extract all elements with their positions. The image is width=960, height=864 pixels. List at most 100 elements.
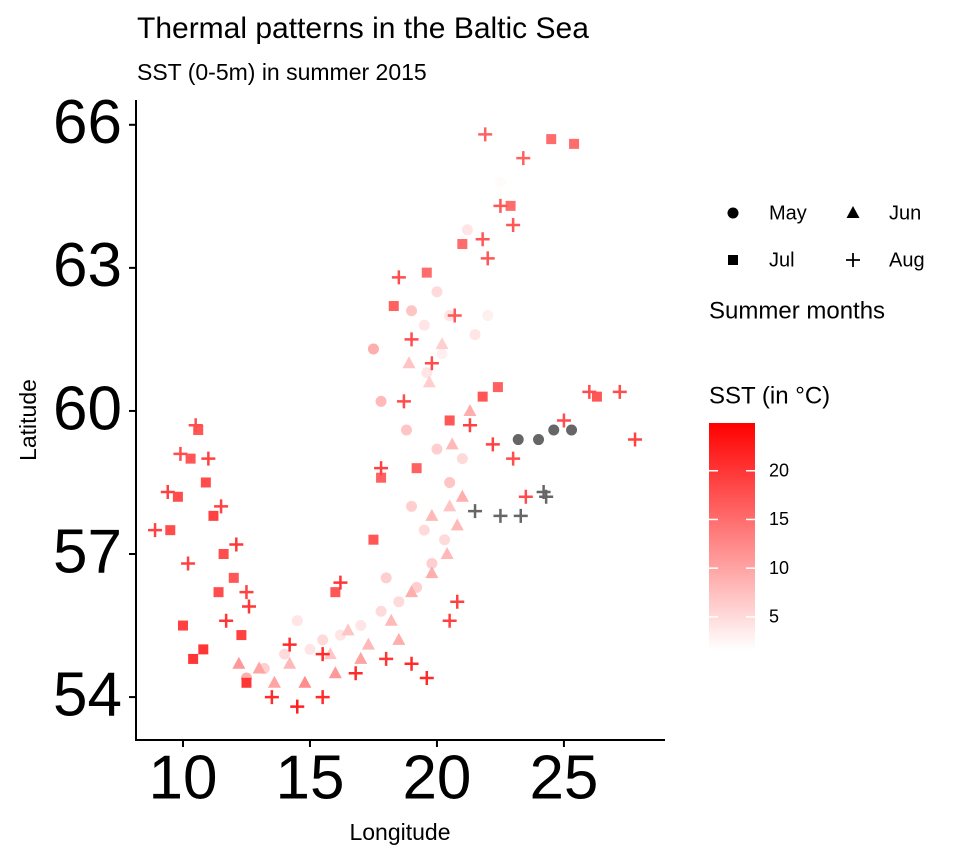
point: [482, 310, 494, 322]
point: [493, 198, 508, 213]
point: [418, 319, 430, 331]
point: [177, 620, 188, 631]
x-tick-label: 25: [529, 743, 598, 812]
point: [219, 613, 234, 628]
point: [477, 391, 488, 402]
colorbar-label: 5: [769, 607, 779, 627]
point: [354, 651, 368, 664]
point: [513, 508, 528, 523]
point: [518, 489, 533, 504]
point: [328, 666, 342, 679]
point: [566, 424, 578, 436]
point: [330, 587, 341, 598]
point: [548, 424, 560, 436]
point: [375, 395, 387, 407]
point: [422, 375, 436, 388]
point: [232, 656, 246, 669]
point: [391, 270, 406, 285]
point: [591, 391, 602, 402]
point: [475, 232, 490, 247]
point: [468, 504, 483, 519]
x-tick-label: 10: [148, 743, 217, 812]
point: [569, 138, 580, 149]
point: [456, 453, 468, 465]
point: [193, 425, 204, 436]
x-axis-title: Longitude: [349, 819, 450, 845]
legend-symbol: [728, 255, 738, 265]
point: [506, 217, 521, 232]
point: [279, 648, 291, 660]
point: [317, 634, 329, 646]
point: [367, 343, 379, 355]
point: [185, 453, 196, 464]
point: [188, 418, 203, 433]
point: [444, 415, 455, 426]
point: [411, 463, 422, 474]
point: [241, 677, 252, 688]
y-tick-label: 66: [53, 88, 122, 157]
point: [239, 585, 254, 600]
point: [267, 675, 281, 688]
y-axis-title: Latitude: [15, 379, 41, 461]
legend-label: Aug: [889, 249, 925, 271]
point: [298, 675, 312, 688]
point: [421, 367, 433, 379]
point: [505, 200, 516, 211]
point: [402, 356, 416, 369]
legend-symbol: [846, 253, 860, 267]
point: [214, 499, 229, 514]
point: [228, 572, 239, 583]
point: [480, 251, 495, 266]
point: [463, 403, 477, 416]
point: [506, 451, 521, 466]
point: [198, 644, 209, 655]
point: [348, 666, 363, 681]
point: [447, 308, 462, 323]
point: [546, 134, 557, 145]
point: [444, 476, 456, 488]
point: [368, 534, 379, 545]
point: [374, 461, 389, 476]
point: [380, 572, 392, 584]
point: [201, 451, 216, 466]
point: [469, 329, 481, 341]
point: [148, 523, 163, 538]
legend-symbol: [846, 206, 860, 218]
point: [290, 699, 305, 714]
point: [181, 556, 196, 571]
point: [396, 394, 411, 409]
point: [315, 647, 330, 662]
point: [455, 489, 469, 502]
point: [450, 518, 464, 531]
point: [512, 434, 524, 446]
point: [406, 305, 418, 317]
point: [160, 485, 175, 500]
point: [188, 653, 199, 664]
point: [406, 500, 418, 512]
point: [323, 647, 337, 660]
point: [304, 643, 316, 655]
y-tick-label: 54: [53, 660, 122, 729]
color-legend-title: SST (in °C): [709, 382, 830, 409]
point: [315, 690, 330, 705]
point: [361, 637, 375, 650]
point: [628, 432, 643, 447]
point: [462, 418, 477, 433]
point: [384, 613, 398, 626]
colorbar-label: 10: [769, 558, 789, 578]
chart-subtitle: SST (0-5m) in summer 2015: [137, 59, 427, 85]
point: [393, 596, 405, 608]
point: [376, 472, 387, 483]
point: [392, 632, 406, 645]
point: [494, 176, 506, 188]
point: [556, 413, 571, 428]
colorbar-label: 15: [769, 509, 789, 529]
point: [242, 599, 257, 614]
point: [282, 637, 297, 652]
point: [341, 623, 355, 636]
point: [283, 656, 297, 669]
y-tick-label: 60: [53, 374, 122, 443]
x-tick-label: 15: [275, 743, 344, 812]
point: [582, 384, 597, 399]
